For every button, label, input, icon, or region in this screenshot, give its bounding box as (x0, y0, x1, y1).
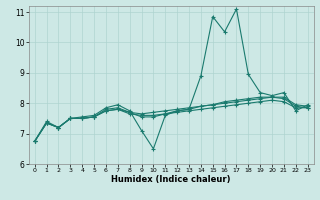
X-axis label: Humidex (Indice chaleur): Humidex (Indice chaleur) (111, 175, 231, 184)
